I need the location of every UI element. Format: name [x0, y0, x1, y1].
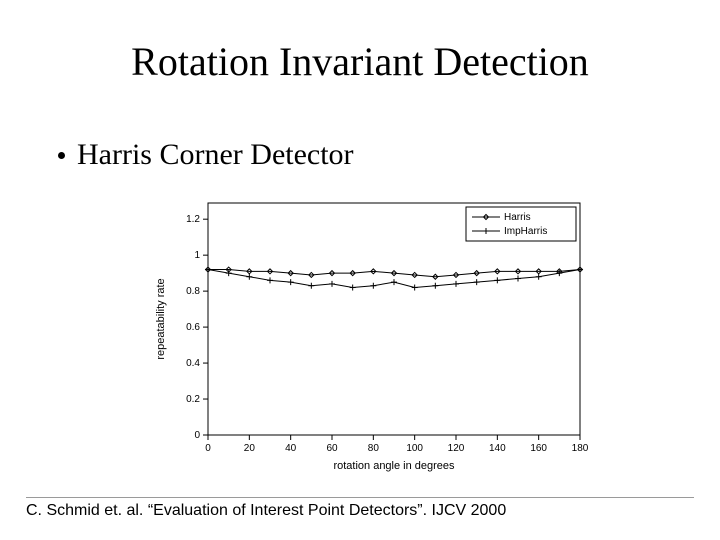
bullet-dot-icon: [58, 152, 65, 159]
bullet-item: Harris Corner Detector: [58, 138, 354, 172]
svg-text:ImpHarris: ImpHarris: [504, 226, 547, 237]
svg-text:Harris: Harris: [504, 212, 531, 223]
svg-text:1: 1: [194, 250, 200, 261]
svg-text:40: 40: [285, 443, 297, 454]
svg-text:180: 180: [572, 443, 589, 454]
slide-title: Rotation Invariant Detection: [0, 38, 720, 85]
chart-svg: 0 20 40 60 80 100 120 140 160 180 0 0.2 0.4 0.6 0.8 1 1.…: [150, 195, 590, 475]
repeatability-chart: 0 20 40 60 80 100 120 140 160 180 0 0.2 0.4 0.6 0.8 1 1.…: [150, 195, 590, 475]
bullet-text: Harris Corner Detector: [77, 138, 354, 172]
svg-text:80: 80: [368, 443, 380, 454]
citation-text: C. Schmid et. al. “Evaluation of Interes…: [26, 502, 506, 520]
svg-text:1.2: 1.2: [186, 214, 200, 225]
svg-text:160: 160: [530, 443, 547, 454]
svg-text:120: 120: [448, 443, 465, 454]
svg-text:0.4: 0.4: [186, 358, 200, 369]
svg-text:0: 0: [194, 430, 200, 441]
svg-text:140: 140: [489, 443, 506, 454]
svg-text:0: 0: [205, 443, 211, 454]
svg-text:20: 20: [244, 443, 256, 454]
svg-text:rotation angle in degrees: rotation angle in degrees: [333, 460, 455, 472]
svg-text:0.2: 0.2: [186, 394, 200, 405]
svg-text:100: 100: [406, 443, 423, 454]
svg-text:0.8: 0.8: [186, 286, 200, 297]
divider: [26, 497, 694, 498]
svg-text:repeatability rate: repeatability rate: [155, 278, 167, 359]
svg-text:60: 60: [326, 443, 338, 454]
svg-text:0.6: 0.6: [186, 322, 200, 333]
